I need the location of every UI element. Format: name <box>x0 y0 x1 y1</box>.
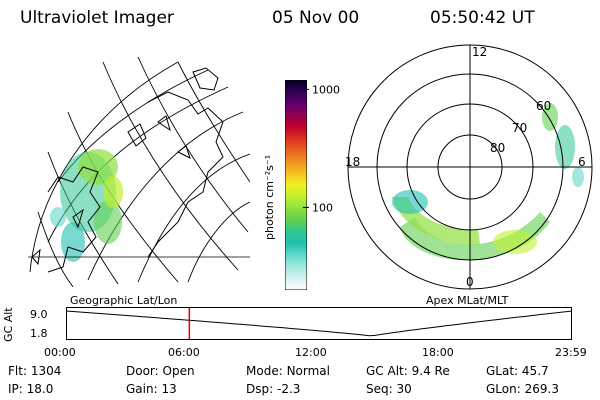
longitude-line <box>177 61 250 183</box>
info-gain: Gain: 13 <box>126 382 177 396</box>
info-ip-value: 18.0 <box>26 382 54 396</box>
info-ip: IP: 18.0 <box>8 382 54 396</box>
longitude-line <box>137 56 249 233</box>
info-mode: Mode: Normal <box>246 364 330 378</box>
info-mode-value: Normal <box>286 364 330 378</box>
latitude-line <box>87 111 244 281</box>
time-label: 05:50:42 UT <box>430 8 535 28</box>
altitude-xtick-0600: 06:00 <box>168 346 200 359</box>
polar-plot: 12 18 0 6 60 70 80 <box>345 44 593 290</box>
altitude-ytick-min: 1.8 <box>30 327 48 340</box>
altitude-xtick-0000: 00:00 <box>44 346 76 359</box>
altitude-plot-frame <box>66 307 572 340</box>
latitude-line <box>187 201 250 283</box>
info-door: Door: Open <box>126 364 195 378</box>
info-gain-value: 13 <box>161 382 177 396</box>
colorbar-tick-label: 1000 <box>312 83 340 96</box>
geo-panel-label: Geographic Lat/Lon <box>70 294 178 307</box>
altitude-ytick-max: 9.0 <box>30 308 48 321</box>
aurora-emission <box>50 149 123 262</box>
altitude-xtick-2359: 23:59 <box>555 346 587 359</box>
app-title: Ultraviolet Imager <box>20 8 174 28</box>
longitude-line <box>37 211 74 287</box>
info-gc-alt-value: 9.4 Re <box>411 364 450 378</box>
altitude-plot <box>66 307 572 340</box>
lat-label-70: 70 <box>512 121 527 135</box>
longitude-line <box>102 61 239 271</box>
info-gc-alt: GC Alt: 9.4 Re <box>366 364 450 378</box>
colorbar <box>284 79 308 291</box>
polar-grid <box>347 44 593 290</box>
colorbar-unit-label: photon cm⁻²s⁻¹ <box>263 154 276 240</box>
info-dsp-value: -2.3 <box>276 382 301 396</box>
info-seq-value: 30 <box>396 382 412 396</box>
altitude-xtick-1200: 12:00 <box>295 346 327 359</box>
mlt-label-6: 6 <box>578 155 586 169</box>
aurora-oval-emission <box>392 103 584 261</box>
info-door-value: Open <box>162 364 195 378</box>
globe-limb <box>29 61 179 273</box>
info-glon: GLon: 269.3 <box>486 382 559 396</box>
latitude-line <box>137 153 250 283</box>
info-dsp: Dsp: -2.3 <box>246 382 301 396</box>
lat-label-80: 80 <box>490 141 505 155</box>
geographic-map <box>28 56 250 287</box>
mlt-label-0: 0 <box>466 275 474 289</box>
info-seq: Seq: 30 <box>366 382 412 396</box>
info-glat: GLat: 45.7 <box>486 364 549 378</box>
altitude-ylabel: GC Alt <box>2 307 15 342</box>
polar-panel-label: Apex MLat/MLT <box>426 294 509 307</box>
info-glat-value: 45.7 <box>521 364 549 378</box>
altitude-xtick-1800: 18:00 <box>422 346 454 359</box>
altitude-curve <box>66 310 572 337</box>
colorbar-tick-label: 100 <box>312 201 333 214</box>
coastline <box>31 67 224 273</box>
mlt-label-12: 12 <box>472 45 487 59</box>
info-flt-value: 1304 <box>30 364 62 378</box>
info-glon-value: 269.3 <box>524 382 559 396</box>
lat-label-60: 60 <box>536 99 551 113</box>
colorbar-gradient <box>284 79 308 291</box>
colorbar-ticks: 1000 100 <box>303 83 340 214</box>
info-flt: Flt: 1304 <box>8 364 62 378</box>
date-label: 05 Nov 00 <box>272 8 360 28</box>
mlt-label-18: 18 <box>345 155 360 169</box>
